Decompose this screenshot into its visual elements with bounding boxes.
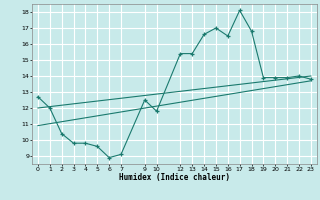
- X-axis label: Humidex (Indice chaleur): Humidex (Indice chaleur): [119, 173, 230, 182]
